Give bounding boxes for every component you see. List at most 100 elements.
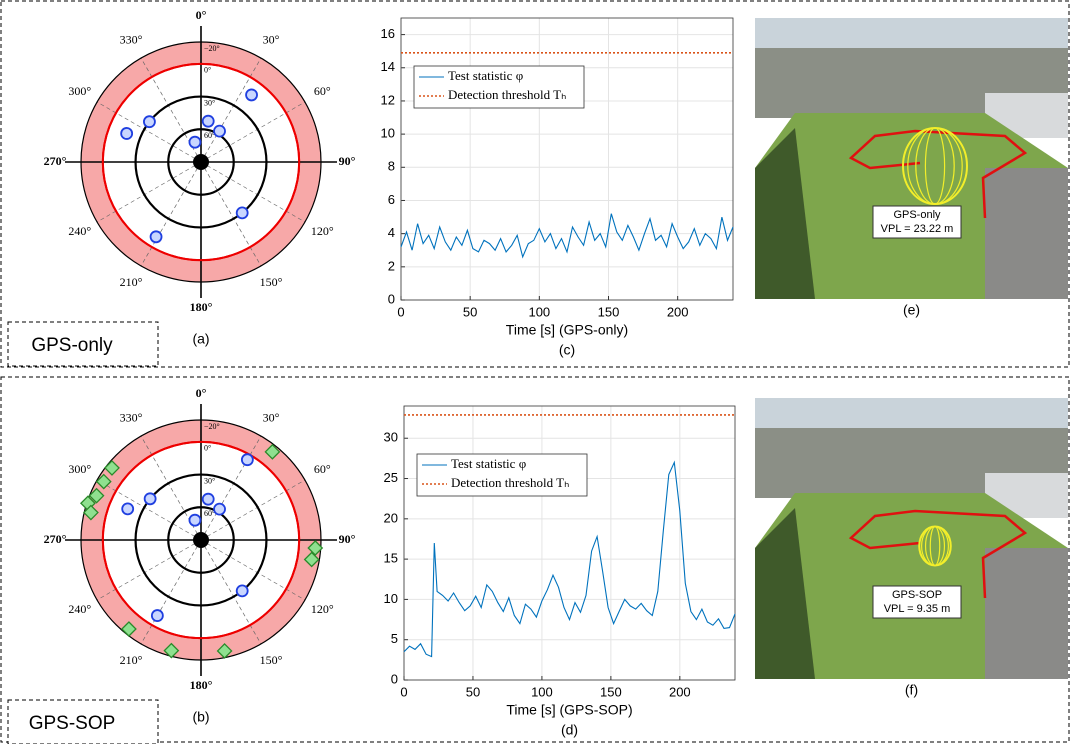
- y-tick-label: 10: [384, 591, 398, 606]
- y-tick-label: 15: [384, 551, 398, 566]
- y-tick-label: 6: [388, 192, 395, 207]
- azimuth-label: 180°: [190, 678, 213, 692]
- azimuth-label: 240°: [68, 224, 91, 238]
- azimuth-label: 330°: [120, 411, 143, 425]
- x-tick-label: 150: [598, 304, 620, 319]
- azimuth-label: 30°: [263, 411, 280, 425]
- azimuth-label: 300°: [68, 84, 91, 98]
- caption: (e): [903, 302, 920, 318]
- y-tick-label: 2: [388, 258, 395, 273]
- receiver: [193, 532, 209, 548]
- azimuth-label: 30°: [263, 33, 280, 47]
- y-tick-label: 30: [384, 430, 398, 445]
- azimuth-label: 90°: [339, 154, 356, 168]
- satellite-circle: [144, 116, 155, 127]
- azimuth-label: 150°: [260, 275, 283, 289]
- caption: (a): [192, 331, 209, 347]
- x-tick-label: 50: [463, 304, 477, 319]
- parking: [985, 548, 1068, 679]
- satellite-circle: [121, 128, 132, 139]
- x-tick-label: 200: [667, 304, 689, 319]
- satellite-circle: [214, 504, 225, 515]
- plot-area: [401, 18, 733, 300]
- row-label: GPS-SOP: [29, 713, 116, 734]
- plot-area: [404, 406, 735, 680]
- figure: GPS-only GPS-SOP 0°30°60°90°120°150°180°…: [0, 0, 1074, 744]
- image-label: GPS-SOP: [892, 589, 942, 601]
- image-label: VPL = 9.35 m: [884, 603, 951, 615]
- azimuth-label: 300°: [68, 462, 91, 476]
- image-label: VPL = 23.22 m: [881, 223, 954, 235]
- x-tick-label: 0: [400, 684, 407, 699]
- page: GPS-only GPS-SOP 0°30°60°90°120°150°180°…: [0, 0, 1074, 744]
- x-axis-label: Time [s] (GPS-only): [506, 322, 628, 338]
- satellite-circle: [237, 207, 248, 218]
- satellite-circle: [237, 585, 248, 596]
- azimuth-label: 270°: [44, 154, 67, 168]
- aerial-image: GPS-only VPL = 23.22 m: [755, 18, 1068, 299]
- satellite-circle: [214, 126, 225, 137]
- image-label: GPS-only: [893, 209, 941, 221]
- azimuth-label: 60°: [314, 462, 331, 476]
- receiver: [193, 154, 209, 170]
- elevation-label: 0°: [204, 66, 211, 75]
- satellite-circle: [203, 494, 214, 505]
- azimuth-label: 120°: [311, 224, 334, 238]
- satellite-circle: [246, 89, 257, 100]
- azimuth-label: 120°: [311, 602, 334, 616]
- legend-label: Detection threshold Tₕ: [451, 475, 569, 490]
- elevation-label: 0°: [204, 444, 211, 453]
- y-tick-label: 10: [381, 126, 395, 141]
- azimuth-label: 0°: [196, 386, 207, 400]
- caption: (b): [192, 709, 209, 725]
- azimuth-label: 270°: [44, 532, 67, 546]
- satellite-circle: [242, 454, 253, 465]
- aerial-image: GPS-SOP VPL = 9.35 m: [755, 398, 1068, 679]
- row-label: GPS-only: [31, 335, 113, 356]
- caption: (c): [559, 342, 575, 358]
- azimuth-label: 180°: [190, 300, 213, 314]
- azimuth-label: 240°: [68, 602, 91, 616]
- elevation-label: −20°: [204, 422, 220, 431]
- satellite-circle: [203, 116, 214, 127]
- satellite-circle: [189, 515, 200, 526]
- y-tick-label: 5: [391, 631, 398, 646]
- parking: [985, 168, 1068, 299]
- y-tick-label: 14: [381, 59, 395, 74]
- elevation-label: −20°: [204, 44, 220, 53]
- azimuth-label: 60°: [314, 84, 331, 98]
- azimuth-label: 330°: [120, 33, 143, 47]
- azimuth-label: 210°: [120, 653, 143, 667]
- y-tick-label: 0: [388, 291, 395, 306]
- y-tick-label: 25: [384, 470, 398, 485]
- caption: (f): [905, 682, 918, 698]
- satellite-circle: [189, 137, 200, 148]
- azimuth-label: 150°: [260, 653, 283, 667]
- y-tick-label: 16: [381, 26, 395, 41]
- elevation-label: 30°: [204, 476, 215, 485]
- x-tick-label: 0: [397, 304, 404, 319]
- x-axis-label: Time [s] (GPS-SOP): [506, 702, 632, 718]
- satellite-circle: [152, 610, 163, 621]
- satellite-circle: [151, 231, 162, 242]
- legend-label: Test statistic φ: [451, 456, 526, 471]
- legend-label: Test statistic φ: [448, 68, 523, 83]
- x-tick-label: 50: [466, 684, 480, 699]
- elevation-label: 30°: [204, 98, 215, 107]
- y-tick-label: 20: [384, 510, 398, 525]
- satellite-circle: [122, 503, 133, 514]
- y-tick-label: 0: [391, 671, 398, 686]
- x-tick-label: 200: [669, 684, 691, 699]
- azimuth-label: 210°: [120, 275, 143, 289]
- azimuth-label: 90°: [339, 532, 356, 546]
- y-tick-label: 8: [388, 159, 395, 174]
- caption: (d): [561, 722, 578, 738]
- azimuth-label: 0°: [196, 8, 207, 22]
- satellite-circle: [145, 493, 156, 504]
- x-tick-label: 100: [528, 304, 550, 319]
- y-tick-label: 12: [381, 92, 395, 107]
- y-tick-label: 4: [388, 225, 395, 240]
- x-tick-label: 150: [600, 684, 622, 699]
- legend-label: Detection threshold Tₕ: [448, 87, 566, 102]
- x-tick-label: 100: [531, 684, 553, 699]
